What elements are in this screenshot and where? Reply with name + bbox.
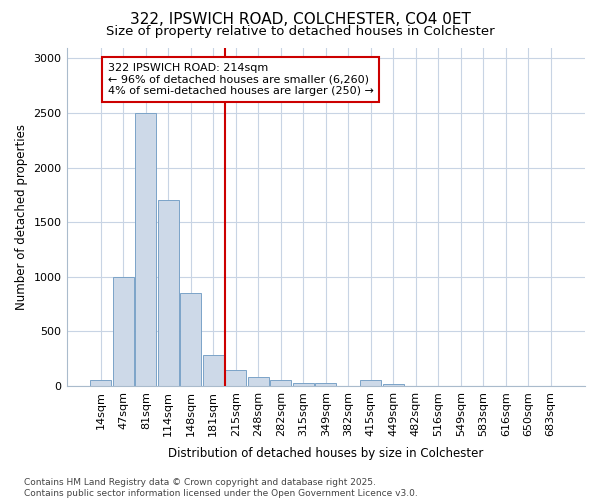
- Bar: [135, 113, 157, 386]
- Text: Contains HM Land Registry data © Crown copyright and database right 2025.
Contai: Contains HM Land Registry data © Crown c…: [24, 478, 418, 498]
- Bar: [383, 384, 404, 386]
- Bar: [270, 380, 292, 386]
- Y-axis label: Number of detached properties: Number of detached properties: [15, 124, 28, 310]
- Bar: [248, 377, 269, 386]
- Bar: [113, 276, 134, 386]
- Bar: [90, 380, 112, 386]
- Text: 322, IPSWICH ROAD, COLCHESTER, CO4 0ET: 322, IPSWICH ROAD, COLCHESTER, CO4 0ET: [130, 12, 470, 28]
- Bar: [158, 200, 179, 386]
- Text: Size of property relative to detached houses in Colchester: Size of property relative to detached ho…: [106, 25, 494, 38]
- Bar: [180, 293, 202, 386]
- Bar: [203, 356, 224, 386]
- Bar: [315, 382, 337, 386]
- Text: 322 IPSWICH ROAD: 214sqm
← 96% of detached houses are smaller (6,260)
4% of semi: 322 IPSWICH ROAD: 214sqm ← 96% of detach…: [107, 63, 373, 96]
- Bar: [293, 382, 314, 386]
- X-axis label: Distribution of detached houses by size in Colchester: Distribution of detached houses by size …: [168, 447, 484, 460]
- Bar: [225, 370, 247, 386]
- Bar: [360, 380, 382, 386]
